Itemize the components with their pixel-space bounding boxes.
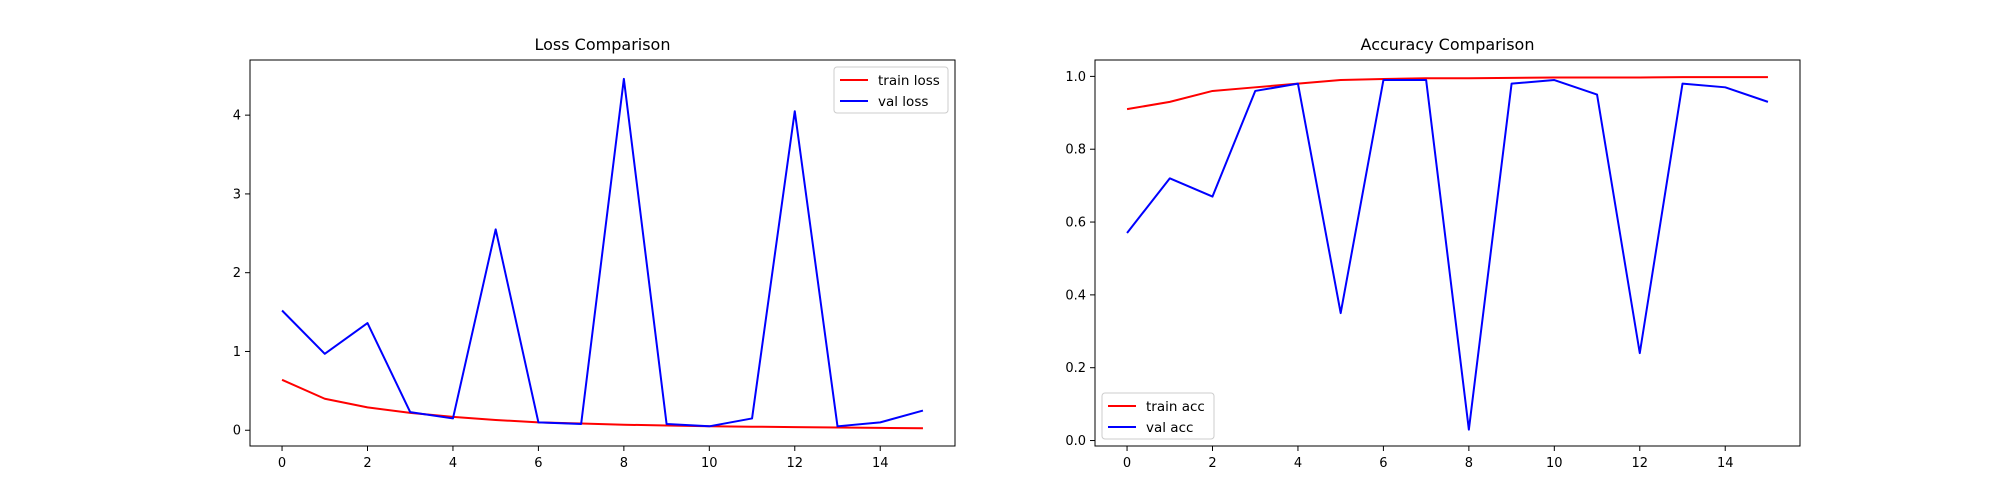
legend: train loss val loss: [833, 66, 949, 114]
legend-label-val-loss: val loss: [878, 94, 928, 110]
y-tick-label: 3: [233, 187, 241, 202]
y-tick-label: 1: [233, 345, 241, 360]
accuracy-comparison-chart: Accuracy Comparison 0 2 4 6 8 10 12 14 0.0 0.2 0.4 0…: [1065, 35, 1801, 471]
x-tick-label: 14: [1717, 456, 1734, 471]
y-tick-label: 0: [233, 424, 241, 439]
axes-frame: [1094, 59, 1801, 447]
x-tick-label: 8: [1465, 456, 1473, 471]
x-tick-label: 6: [1379, 456, 1387, 471]
x-tick-label: 2: [363, 456, 371, 471]
x-tick-label: 14: [872, 456, 889, 471]
x-tick-label: 2: [1208, 456, 1216, 471]
axes-frame: [249, 59, 956, 447]
x-tick-label: 4: [449, 456, 457, 471]
train-acc-line: [1126, 76, 1768, 111]
y-tick-label: 1.0: [1065, 70, 1086, 85]
x-tick-label: 12: [1631, 456, 1648, 471]
y-tick-label: 0.8: [1065, 143, 1086, 158]
y-tick-label: 0.6: [1065, 216, 1086, 231]
x-tick-label: 8: [620, 456, 628, 471]
val-acc-line: [1126, 79, 1769, 431]
x-tick-label: 10: [701, 456, 718, 471]
x-tick-label: 12: [786, 456, 803, 471]
x-tick-label: 0: [278, 456, 286, 471]
y-tick-label: 2: [233, 266, 241, 281]
val-loss-line: [281, 77, 924, 428]
legend: train acc val acc: [1101, 392, 1215, 440]
y-tick-label: 0.4: [1065, 288, 1086, 303]
x-tick-label: 0: [1123, 456, 1131, 471]
x-tick-label: 4: [1294, 456, 1302, 471]
legend-label-train-acc: train acc: [1146, 399, 1205, 415]
legend-label-train-loss: train loss: [878, 73, 940, 89]
chart-title: Accuracy Comparison: [1361, 35, 1535, 54]
x-tick-label: 6: [534, 456, 542, 471]
y-tick-label: 4: [233, 109, 241, 124]
y-tick-label: 0.2: [1065, 361, 1086, 376]
y-tick-label: 0.0: [1065, 434, 1086, 449]
chart-title: Loss Comparison: [535, 35, 671, 54]
legend-label-val-acc: val acc: [1146, 420, 1193, 436]
x-tick-label: 10: [1546, 456, 1563, 471]
train-loss-line: [281, 378, 923, 430]
